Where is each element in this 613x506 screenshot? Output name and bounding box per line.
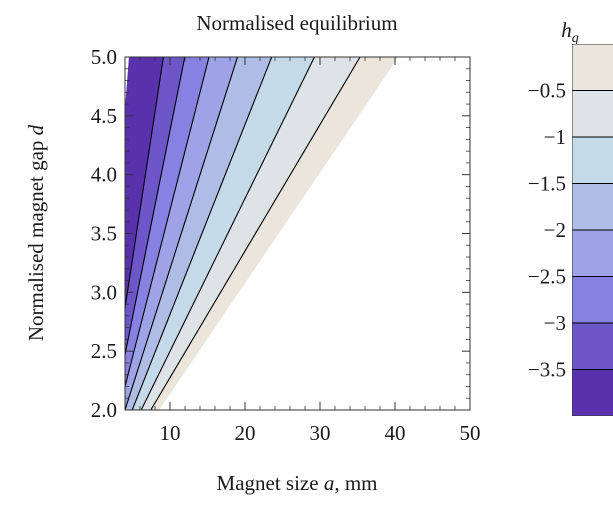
y-tick-label: 2.0 — [91, 398, 117, 422]
colorbar-tick-label: −0.5 — [528, 79, 566, 103]
colorbar-band — [572, 44, 613, 91]
x-tick-label: 50 — [460, 421, 481, 445]
x-tick-label: 10 — [160, 421, 181, 445]
x-tick-label: 30 — [310, 421, 331, 445]
contour-line — [125, 57, 186, 355]
colorbar-tick-label: −3 — [544, 311, 566, 335]
y-tick-label: 3.5 — [91, 222, 117, 246]
contour-lines — [125, 57, 361, 410]
colorbar-title: hq — [561, 18, 579, 46]
colorbar-tick-label: −1.5 — [528, 172, 566, 196]
y-tick-label: 4.0 — [91, 163, 117, 187]
x-tick-label: 40 — [385, 421, 406, 445]
colorbar-tick-label: −2 — [544, 218, 566, 242]
y-tick-label: 3.0 — [91, 280, 117, 304]
y-tick-label: 4.5 — [91, 104, 117, 128]
contour-line — [125, 57, 239, 410]
colorbar-band — [572, 90, 613, 137]
chart-title: Normalised equilibrium — [196, 11, 397, 35]
colorbar — [572, 44, 613, 416]
y-tick-label: 5.0 — [91, 45, 117, 69]
x-axis-ticks: 10 20 30 40 50 — [139, 57, 481, 445]
colorbar-tick-label: −2.5 — [528, 265, 566, 289]
y-axis-title: Normalised magnet gap d — [24, 124, 48, 341]
colorbar-tick-label: −1 — [544, 125, 566, 149]
colorbar-tick-label: −3.5 — [528, 358, 566, 382]
contour-line — [131, 57, 273, 410]
y-axis-ticks: 2.0 2.5 3.0 3.5 4.0 4.5 5.0 — [91, 45, 470, 422]
contour-line — [125, 57, 210, 387]
y-tick-label: 2.5 — [91, 339, 117, 363]
contour-line — [150, 57, 361, 410]
colorbar-band — [572, 137, 613, 184]
x-axis-title: Magnet size a, mm — [217, 471, 378, 495]
colorbar-band — [572, 183, 613, 230]
x-tick-label: 20 — [235, 421, 256, 445]
contour-line — [140, 57, 316, 410]
colorbar-band — [572, 230, 613, 277]
colorbar-ticks: −0.5 −1 −1.5 −2 −2.5 −3 −3.5 — [528, 79, 566, 382]
colorbar-band — [572, 276, 613, 323]
colorbar-band — [572, 323, 613, 370]
colorbar-band — [572, 369, 613, 416]
